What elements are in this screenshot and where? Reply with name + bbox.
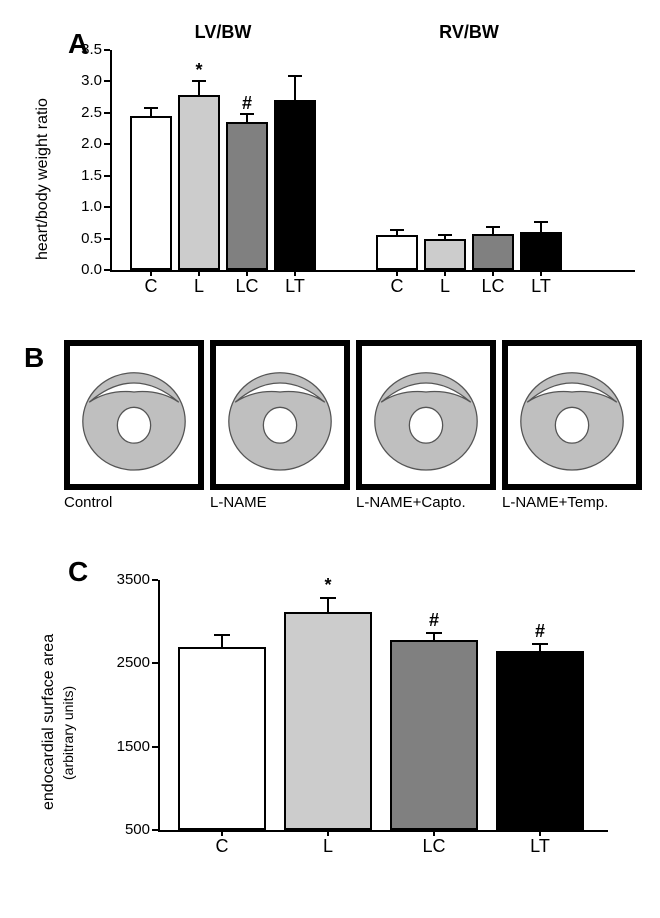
panel-b: B Control L-NAME L-NAME+Capto. L-NAME+Te… (10, 340, 650, 540)
chart-a-bar (424, 239, 466, 270)
histology-caption: Control (64, 494, 204, 511)
chart-a-bar (520, 232, 562, 270)
chart-a-ytick: 0.0 (62, 261, 102, 278)
histology-cell: L-NAME (210, 340, 350, 511)
chart-c-sig: # (496, 621, 584, 642)
figure: A 0.00.51.01.52.02.53.03.5LV/BWC*L#LCLTR… (0, 0, 660, 910)
histology-svg (362, 346, 490, 484)
chart-c-bar (284, 612, 372, 830)
histology-svg (70, 346, 198, 484)
chart-c-xtick: LT (496, 836, 584, 857)
chart-a-ylabel: heart/body weight ratio (34, 98, 52, 260)
chart-a: 0.00.51.01.52.02.53.03.5LV/BWC*L#LCLTRV/… (100, 20, 640, 300)
chart-c-ytick: 500 (100, 821, 150, 838)
chart-a-xtick: LC (221, 276, 273, 297)
chart-a-sig: # (226, 93, 268, 114)
chart-c: 500150025003500C*L#LC#LT (138, 560, 618, 860)
panel-a-label: A (68, 28, 88, 60)
chart-a-xtick: C (371, 276, 423, 297)
histology-image (210, 340, 350, 490)
chart-a-xtick: L (173, 276, 225, 297)
histology-row: Control L-NAME L-NAME+Capto. L-NAME+Temp… (10, 340, 650, 511)
chart-c-ylabel: endocardial surface area (40, 634, 58, 810)
chart-a-bar (130, 116, 172, 270)
chart-c-ylabel-sub: (arbitrary units) (60, 686, 76, 780)
histology-cell: L-NAME+Capto. (356, 340, 496, 511)
chart-c-ytick: 1500 (100, 738, 150, 755)
chart-a-bar (226, 122, 268, 270)
chart-a-ytick: 1.5 (62, 167, 102, 184)
histology-cell: L-NAME+Temp. (502, 340, 642, 511)
chart-a-ytick: 2.5 (62, 104, 102, 121)
chart-c-xtick: L (284, 836, 372, 857)
chart-a-xtick: C (125, 276, 177, 297)
histology-caption: L-NAME+Capto. (356, 494, 496, 511)
chart-a-xtick: LT (269, 276, 321, 297)
histology-image (356, 340, 496, 490)
histology-svg (508, 346, 636, 484)
chart-a-bar (178, 95, 220, 270)
chart-c-ytick: 3500 (100, 571, 150, 588)
panel-a: A 0.00.51.01.52.02.53.03.5LV/BWC*L#LCLTR… (10, 10, 650, 330)
histology-caption: L-NAME+Temp. (502, 494, 642, 511)
histology-caption: L-NAME (210, 494, 350, 511)
chart-c-bar (390, 640, 478, 830)
chart-a-group-title: RV/BW (376, 22, 562, 43)
chart-a-sig: * (178, 60, 220, 81)
chart-a-xtick: LC (467, 276, 519, 297)
chart-c-sig: * (284, 575, 372, 596)
chart-c-xtick: LC (390, 836, 478, 857)
chart-a-ytick: 2.0 (62, 135, 102, 152)
chart-c-bar (178, 647, 266, 830)
panel-c: C 500 1500 2500 3500 C * L # LC # LT endocardial s… (10, 550, 650, 890)
chart-a-ytick: 1.0 (62, 198, 102, 215)
chart-a-ytick: 3.0 (62, 72, 102, 89)
histology-cell: Control (64, 340, 204, 511)
chart-c-sig: # (390, 610, 478, 631)
chart-a-ytick: 0.5 (62, 230, 102, 247)
histology-image (64, 340, 204, 490)
chart-a-group-title: LV/BW (130, 22, 316, 43)
chart-a-bar (274, 100, 316, 270)
histology-image (502, 340, 642, 490)
panel-b-label: B (24, 342, 44, 374)
histology-svg (216, 346, 344, 484)
chart-c-xtick: C (178, 836, 266, 857)
chart-a-bar (472, 234, 514, 270)
chart-a-xtick: LT (515, 276, 567, 297)
chart-a-xtick: L (419, 276, 471, 297)
chart-c-bar (496, 651, 584, 830)
chart-a-bar (376, 235, 418, 270)
panel-c-label: C (68, 556, 88, 588)
chart-c-ytick: 2500 (100, 654, 150, 671)
